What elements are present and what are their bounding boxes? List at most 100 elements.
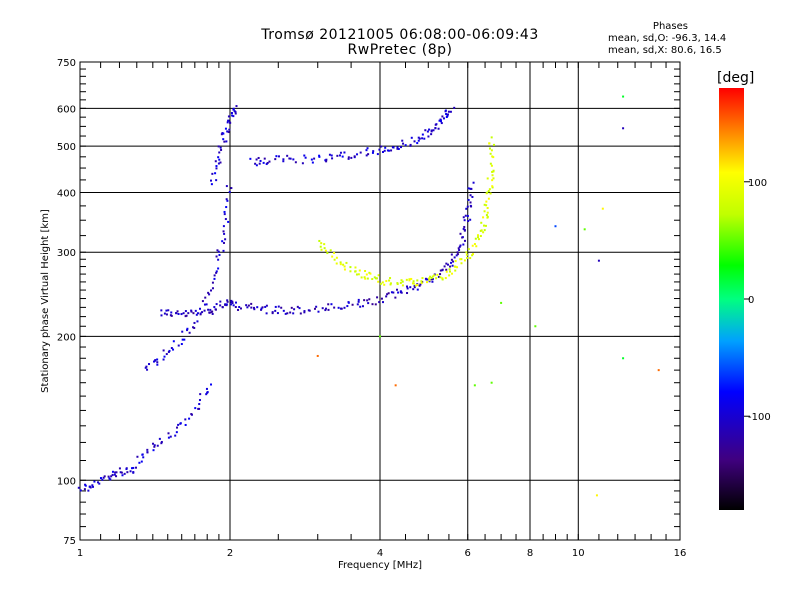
scatter-point [534,325,537,328]
trace-point [441,277,444,280]
trace-point [190,310,193,313]
phases-header: Phases [652,21,688,32]
trace-point [366,299,369,302]
trace-point [381,281,384,284]
trace-point [356,303,359,306]
trace-point [211,172,214,175]
trace-point [207,291,210,294]
y-tick-label: 750 [57,58,76,69]
trace-point [453,106,456,109]
trace-point [384,146,387,149]
trace-point [465,207,468,210]
trace-point [226,300,229,303]
trace-point [201,311,204,314]
trace-point [371,278,374,281]
trace-point [206,391,209,394]
trace-point [416,288,419,291]
trace-point [286,312,289,315]
trace-point [458,249,461,252]
trace-point [457,247,460,250]
trace-point [459,232,462,235]
trace-point [328,153,331,156]
trace-point [225,303,228,306]
trace-point [277,305,280,308]
trace-point [227,119,230,122]
scatter-point [622,357,625,360]
trace-point [218,158,221,161]
trace-point [482,216,485,219]
trace-point [435,277,438,280]
trace-point [215,270,218,273]
trace-point [491,186,494,189]
trace-point [238,306,241,309]
trace-point [221,306,224,309]
trace-point [492,177,495,180]
trace-point [136,455,139,458]
trace-point [188,417,191,420]
trace-point [132,466,135,469]
trace-point [440,122,443,125]
trace-point [374,303,377,306]
trace-point [263,157,266,160]
trace-point [234,306,237,309]
trace-point [399,281,402,284]
trace-point [463,219,466,222]
trace-point [450,261,453,264]
trace-point [490,164,493,167]
trace-point [198,403,201,406]
trace-point [180,313,183,316]
trace-point [268,160,271,163]
trace-point [109,478,112,481]
trace-point [140,460,143,463]
trace-point [431,280,434,283]
trace-point [168,349,171,352]
trace-point [203,303,206,306]
trace-point [152,442,155,445]
trace-point [428,128,431,131]
trace-point [431,275,434,278]
trace-point [146,368,149,371]
trace-point [473,243,476,246]
trace-point [439,119,442,122]
trace-point [266,161,269,164]
trace-point [462,243,465,246]
trace-point [414,284,417,287]
trace-point [205,393,208,396]
trace-point [371,303,374,306]
trace-point [475,245,478,248]
trace-point [327,308,330,311]
trace-point [358,269,361,272]
trace-point [254,162,257,165]
trace-point [343,268,346,271]
trace-point [469,218,472,221]
data-points [77,95,660,497]
trace-point [444,277,447,280]
trace-point [210,183,213,186]
trace-point [456,253,459,256]
trace-point [153,445,156,448]
trace-point [114,471,117,474]
trace-point [303,311,306,314]
trace-point [441,278,444,281]
trace-point [342,263,345,266]
trace-point [466,214,469,217]
trace-point [198,399,201,402]
trace-point [382,151,385,154]
trace-point [378,301,381,304]
trace-point [466,205,469,208]
trace-point [491,155,494,158]
trace-point [301,162,304,165]
trace-point [284,312,287,315]
trace-point [368,271,371,274]
trace-point [490,136,493,139]
trace-point [227,115,230,118]
trace-point [204,296,207,299]
trace-point [318,155,321,158]
trace-point [488,188,491,191]
trace-point [487,189,490,192]
trace-point [396,146,399,149]
trace-point [172,340,175,343]
trace-point [437,127,440,130]
trace-point [463,229,466,232]
